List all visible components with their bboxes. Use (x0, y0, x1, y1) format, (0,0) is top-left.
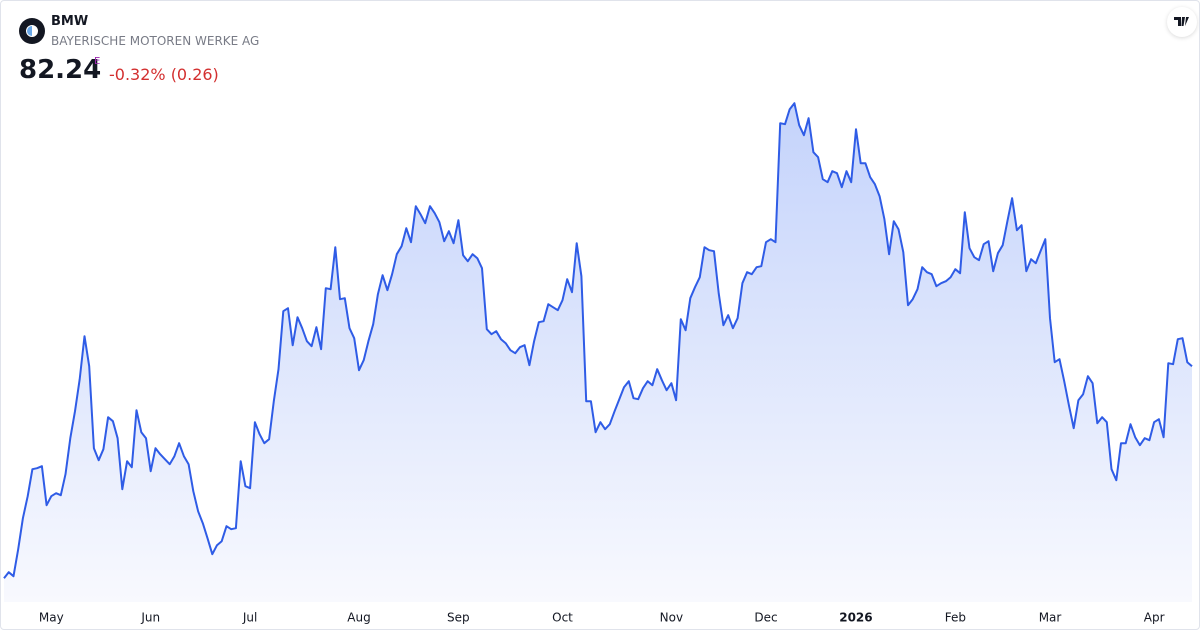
x-tick-label: Mar (1039, 611, 1062, 625)
x-tick-label: 2026 (839, 611, 872, 625)
x-tick-label: May (39, 611, 64, 625)
price-line (3, 102, 1193, 579)
x-tick-label: Feb (945, 611, 966, 625)
x-tick-label: Jun (140, 611, 160, 625)
x-tick-label: Sep (447, 611, 470, 625)
logo (19, 18, 45, 44)
tv-glyph (1174, 17, 1189, 26)
price-change: -0.32% (0.26) (109, 65, 219, 84)
x-tick-label: Apr (1144, 611, 1165, 625)
x-tick-label: Oct (552, 611, 573, 625)
x-tick-label: Nov (660, 611, 683, 625)
symbol: BMW (51, 14, 89, 29)
x-tick-label: Aug (347, 611, 370, 625)
area-fill (4, 103, 1192, 602)
x-tick-label: Dec (754, 611, 777, 625)
x-tick-label: Jul (242, 611, 257, 625)
price-flag: E (94, 56, 101, 67)
price: 82.24 (19, 55, 102, 85)
company-name: BAYERISCHE MOTOREN WERKE AG (51, 34, 260, 48)
tradingview-logo[interactable] (1167, 7, 1197, 37)
